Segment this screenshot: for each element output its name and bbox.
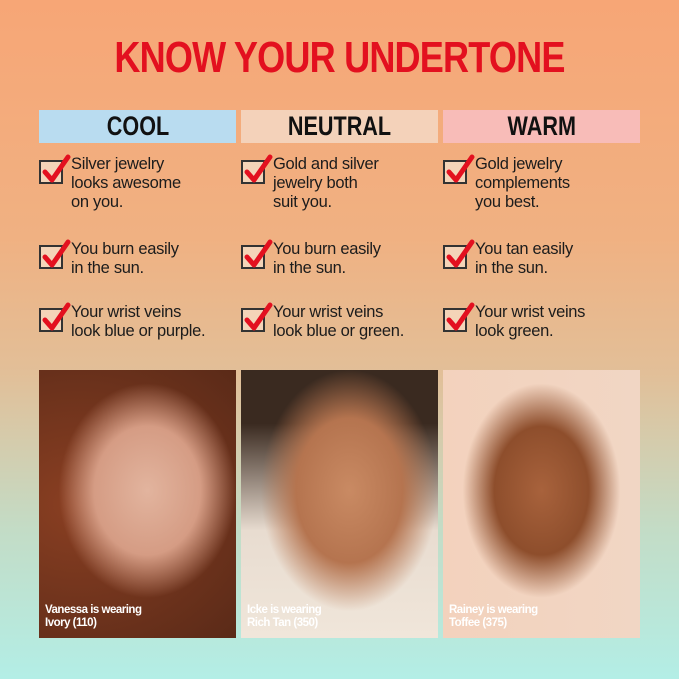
checkbox-checked-icon <box>443 239 475 269</box>
item-text: Your wrist veins look green. <box>475 303 586 340</box>
checkbox-checked-icon <box>39 239 71 269</box>
item-text: Gold and silver jewelry both suit you. <box>273 155 379 211</box>
checklist-item: You tan easily in the sun. <box>443 239 573 278</box>
photo-caption: Icke is wearing Rich Tan (350) <box>247 604 322 629</box>
checkbox-checked-icon <box>241 154 273 184</box>
column-cool: COOL Silver jewelry looks awesome on you… <box>39 110 236 340</box>
checklist-item: Gold jewelry complements you best. <box>443 154 570 212</box>
item-text: Your wrist veins look blue or purple. <box>71 303 206 340</box>
item-text: Silver jewelry looks awesome on you. <box>71 155 181 211</box>
item-text: Your wrist veins look blue or green. <box>273 303 404 340</box>
checkbox-checked-icon <box>443 302 475 332</box>
checklist-item: You burn easily in the sun. <box>241 239 381 278</box>
checkbox-checked-icon <box>39 302 71 332</box>
item-text: You burn easily in the sun. <box>273 240 381 277</box>
header-warm: WARM <box>443 110 640 143</box>
header-neutral: NEUTRAL <box>241 110 438 143</box>
checkbox-checked-icon <box>39 154 71 184</box>
column-neutral: NEUTRAL Gold and silver jewelry both sui… <box>241 110 438 340</box>
header-cool: COOL <box>39 110 236 143</box>
checklist-item: Your wrist veins look blue or green. <box>241 302 404 341</box>
photo-caption: Vanessa is wearing Ivory (110) <box>45 604 142 629</box>
checkbox-checked-icon <box>241 302 273 332</box>
checklist-item: Gold and silver jewelry both suit you. <box>241 154 379 212</box>
item-text: You burn easily in the sun. <box>71 240 179 277</box>
item-text: You tan easily in the sun. <box>475 240 573 277</box>
photo-caption: Rainey is wearing Toffee (375) <box>449 604 538 629</box>
checkbox-checked-icon <box>241 239 273 269</box>
checklist-item: Silver jewelry looks awesome on you. <box>39 154 181 212</box>
item-text: Gold jewelry complements you best. <box>475 155 570 211</box>
model-photo-neutral: Icke is wearing Rich Tan (350) <box>241 370 438 638</box>
checklist-item: Your wrist veins look green. <box>443 302 586 341</box>
model-photo-cool: Vanessa is wearing Ivory (110) <box>39 370 236 638</box>
column-warm: WARM Gold jewelry complements you best. … <box>443 110 640 340</box>
model-photo-warm: Rainey is wearing Toffee (375) <box>443 370 640 638</box>
page-title: KNOW YOUR UNDERTONE <box>114 33 565 82</box>
checklist-item: You burn easily in the sun. <box>39 239 179 278</box>
checkbox-checked-icon <box>443 154 475 184</box>
checklist-item: Your wrist veins look blue or purple. <box>39 302 206 341</box>
